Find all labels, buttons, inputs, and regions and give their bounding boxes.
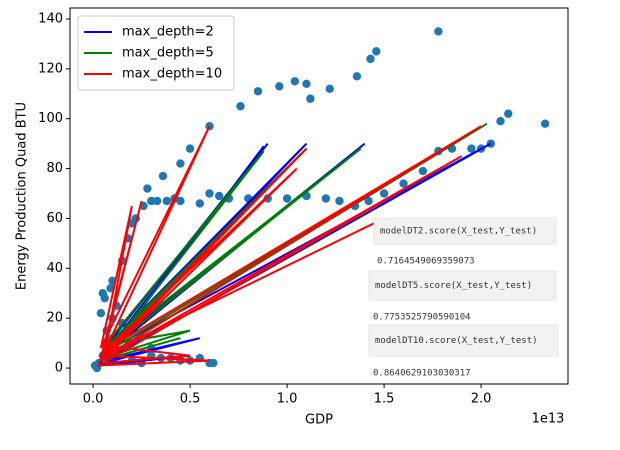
scatter-point [364,196,373,206]
scatter-point [290,77,300,86]
scatter-point [352,72,362,81]
annotation-box [368,324,559,357]
scatter-point [418,166,428,176]
annotation-value: 0.8640629103030317 [373,369,471,379]
scatter-point [379,189,389,198]
scatter-point [282,194,292,203]
scatter-point [209,358,218,368]
annotation-text: modelDT2.score(X_test,Y_test) [380,227,537,237]
x-tick-label: 2.0 [471,392,492,407]
x-tick-label: 0.5 [180,392,201,407]
scatter-point [325,84,334,93]
y-tick-label: 80 [46,161,63,176]
plot-frame [69,7,569,385]
scatter-point [96,308,106,318]
scatter-point [90,361,100,370]
scatter-point [176,196,185,206]
scatter-point [205,189,214,198]
y-tick-label: 60 [46,211,63,226]
y-tick-label: 0 [55,361,63,376]
annotation-text: modelDT10.score(X_test,Y_test) [375,336,538,346]
scatter-point [100,294,109,303]
y-axis-label: Energy Production Quad BTU [15,102,30,290]
scatter-point [158,171,168,181]
y-tick-label: 100 [38,111,63,126]
scatter-point [366,54,375,64]
scatter-point [253,87,263,96]
legend-label: max_depth=2 [122,25,214,40]
legend-box [77,15,235,91]
y-tick-label: 40 [46,261,63,276]
annotation-value: 0.7164549069359073 [377,257,475,267]
scatter-point [372,47,381,56]
x-offset-label: 1e13 [532,412,565,427]
x-tick-label: 0.0 [83,392,104,407]
scatter-point [306,94,315,103]
scatter-point [176,159,185,168]
scatter-point [152,196,162,206]
annotation-value: 0.7753525790590104 [373,313,471,323]
scatter-point [335,196,344,206]
annotation-box [373,217,557,245]
scatter-point [195,199,204,208]
scatter-point [302,79,311,88]
scatter-point [434,27,443,36]
series-line [97,125,482,367]
scatter-point [504,109,513,118]
y-tick-label: 140 [38,11,63,26]
scatter-point [143,184,152,193]
scatter-point [467,144,476,153]
legend-label: max_depth=5 [122,46,214,61]
x-tick-label: 1.5 [374,392,395,407]
scatter-point [147,196,156,206]
x-tick-label: 1.0 [277,392,298,407]
x-axis-label: GDP [305,413,333,428]
scatter-point [205,121,214,131]
annotation-box [368,270,557,301]
scatter-point [540,119,550,128]
scatter-point [185,144,195,153]
scatter-point [275,82,284,91]
scatter-point [321,194,331,203]
scatter-point [162,196,172,206]
scatter-point [236,102,245,111]
scatter-point [496,116,505,126]
scatter-point [214,191,224,201]
y-tick-label: 20 [46,311,63,326]
annotation-text: modelDT5.score(X_test,Y_test) [375,281,532,291]
scatter-point [399,179,408,188]
legend-label: max_depth=10 [122,67,222,82]
y-tick-label: 120 [38,61,63,76]
